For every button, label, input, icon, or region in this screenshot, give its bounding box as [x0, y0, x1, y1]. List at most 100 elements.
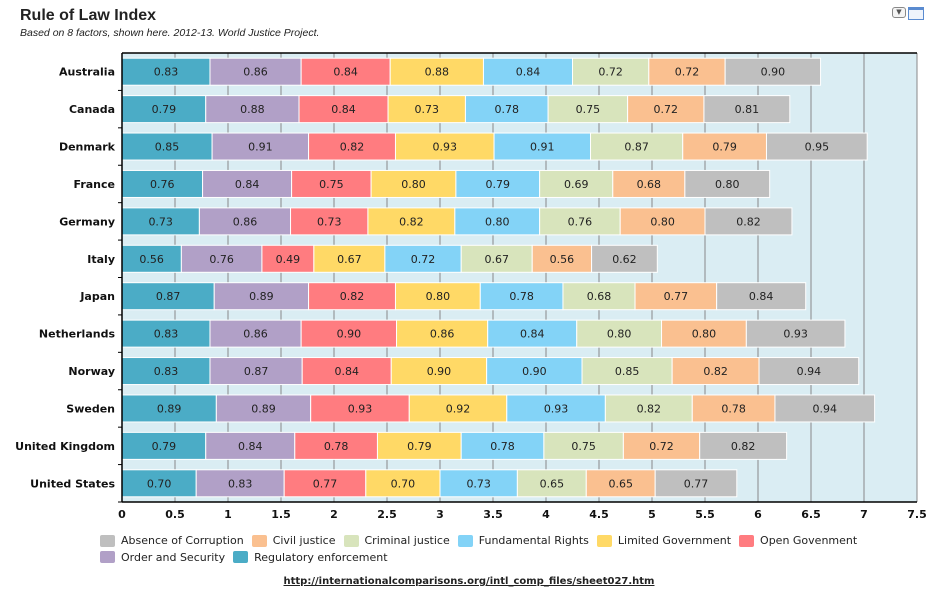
- legend-label: Regulatory enforcement: [254, 550, 388, 564]
- legend: Absence of Corruption Civil justice Crimin…: [100, 533, 880, 566]
- source-link[interactable]: http://internationalcomparisons.org/intl…: [283, 576, 655, 587]
- legend-label: Absence of Corruption: [121, 534, 244, 547]
- data-label: 0.83: [154, 328, 179, 341]
- legend-item[interactable]: Order and Security: [100, 550, 225, 565]
- data-label: 0.94: [813, 402, 838, 415]
- data-label: 0.82: [731, 440, 756, 453]
- data-label: 0.93: [348, 402, 373, 415]
- window-icon[interactable]: [908, 7, 924, 20]
- bar-segment: [370, 169, 457, 198]
- data-label: 0.87: [156, 290, 181, 303]
- data-label: 0.83: [154, 66, 179, 79]
- legend-item[interactable]: Criminal justice: [343, 533, 450, 548]
- bar-segment: [716, 282, 807, 311]
- x-tick-label: 5: [648, 508, 656, 521]
- bar-segment: [493, 132, 592, 161]
- dropdown-arrow-icon[interactable]: ▼: [892, 7, 906, 18]
- legend-item[interactable]: Open Govenment: [739, 533, 857, 548]
- legend-item[interactable]: Fundamental Rights: [457, 533, 589, 548]
- x-tick-label: 4: [542, 508, 550, 521]
- legend-item[interactable]: Absence of Corruption: [100, 533, 244, 548]
- legend-swatch: [100, 534, 115, 547]
- bar-segment: [298, 95, 389, 124]
- x-tick-label: 7: [860, 508, 868, 521]
- y-category-label: Sweden: [66, 402, 115, 415]
- legend-item[interactable]: Limited Government: [596, 533, 731, 548]
- legend-swatch: [343, 534, 359, 547]
- data-label: 0.72: [649, 440, 674, 453]
- bar-segment: [531, 244, 593, 273]
- bar-segment: [308, 282, 396, 311]
- bar-segment: [691, 394, 776, 423]
- data-label: 0.92: [446, 402, 471, 415]
- x-tick-label: 0: [118, 508, 126, 521]
- x-tick-label: 2.5: [377, 508, 397, 521]
- data-label: 0.91: [530, 141, 555, 154]
- legend-item[interactable]: Regulatory enforcement: [233, 550, 388, 565]
- bar-segment: [408, 394, 508, 423]
- y-category-label: United Kingdom: [15, 440, 115, 453]
- x-tick-label: 7.5: [907, 508, 927, 521]
- bar-segment: [464, 95, 549, 124]
- bar-segment: [180, 244, 263, 273]
- bar-segment: [202, 169, 293, 198]
- bar-segment: [376, 431, 462, 460]
- data-label: 0.49: [276, 253, 301, 266]
- bar-segment: [121, 431, 207, 460]
- stacked-bar-chart: 0 0.5 1 1.5 2 2.5 3 3.5 4 4.5 5 5.5 6 6.5 7 7.5 Australi…: [15, 52, 927, 521]
- data-label: 0.80: [650, 215, 675, 228]
- bar-segment: [745, 319, 846, 348]
- data-label: 0.65: [540, 477, 565, 490]
- legend-swatch: [596, 534, 612, 547]
- data-label: 0.80: [485, 215, 510, 228]
- data-label: 0.79: [407, 440, 432, 453]
- data-label: 0.79: [152, 103, 177, 116]
- bar-segment: [758, 357, 860, 386]
- bar-segment: [562, 282, 636, 311]
- legend-item[interactable]: Civil justice: [251, 533, 336, 548]
- bar-segment: [648, 57, 726, 86]
- x-tick-label: 2: [330, 508, 338, 521]
- data-label: 0.70: [147, 477, 172, 490]
- bar-segment: [455, 169, 541, 198]
- data-label: 0.84: [520, 328, 545, 341]
- bar-segment: [121, 95, 207, 124]
- data-label: 0.78: [324, 440, 349, 453]
- bar-segment: [622, 431, 701, 460]
- legend-swatch: [457, 534, 473, 547]
- y-category-label: Norway: [68, 365, 115, 378]
- data-label: 0.70: [391, 477, 416, 490]
- data-label: 0.76: [150, 178, 175, 191]
- x-tick-label: 0.5: [165, 508, 185, 521]
- legend-label: Open Govenment: [760, 534, 858, 547]
- data-label: 0.73: [466, 477, 491, 490]
- data-label: 0.78: [509, 290, 534, 303]
- legend-label: Criminal justice: [364, 534, 450, 547]
- bar-segment: [205, 95, 300, 124]
- data-label: 0.86: [430, 328, 455, 341]
- data-label: 0.84: [516, 66, 541, 79]
- bar-segment: [390, 357, 488, 386]
- bar-segment: [539, 169, 614, 198]
- bar-segment: [261, 244, 315, 273]
- bar-segment: [486, 357, 583, 386]
- bar-segment: [121, 57, 211, 86]
- data-label: 0.79: [152, 440, 177, 453]
- bar-segment: [365, 469, 441, 498]
- bar-segment: [460, 244, 533, 273]
- bar-segment: [215, 394, 312, 423]
- data-label: 0.90: [337, 328, 362, 341]
- data-label: 0.86: [233, 215, 258, 228]
- data-label: 0.88: [425, 66, 450, 79]
- bar-segment: [516, 469, 587, 498]
- y-category-label: Japan: [79, 290, 115, 303]
- data-label: 0.94: [797, 365, 822, 378]
- data-label: 0.85: [615, 365, 640, 378]
- data-label: 0.73: [148, 215, 173, 228]
- bar-segment: [654, 469, 738, 498]
- data-label: 0.82: [736, 215, 761, 228]
- data-label: 0.89: [251, 402, 276, 415]
- data-label: 0.80: [607, 328, 632, 341]
- data-label: 0.87: [244, 365, 269, 378]
- data-label: 0.78: [721, 402, 746, 415]
